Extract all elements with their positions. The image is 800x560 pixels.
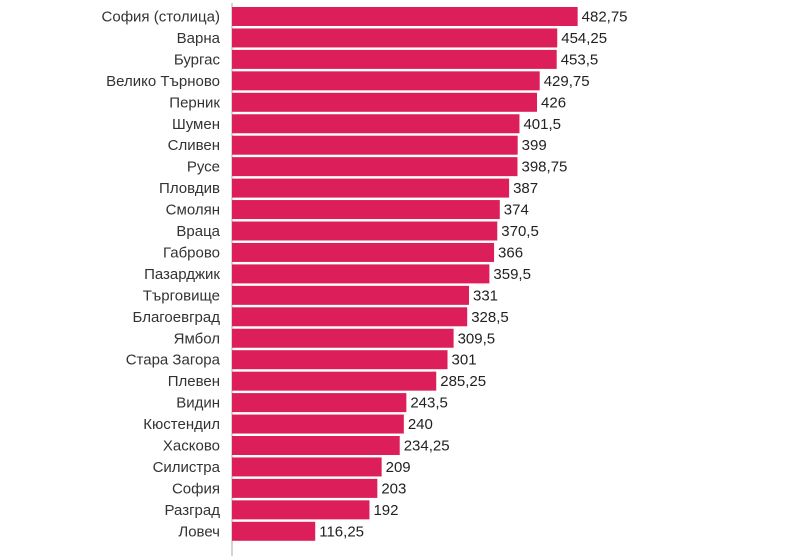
bar — [232, 157, 518, 177]
value-label: 209 — [386, 459, 411, 476]
value-label: 203 — [381, 480, 406, 497]
value-label: 116,25 — [319, 523, 364, 540]
bar — [232, 371, 437, 391]
value-label: 309,5 — [458, 330, 496, 347]
value-label: 331 — [473, 287, 498, 304]
category-label: Търговище — [143, 287, 220, 304]
category-label: Плевен — [168, 373, 220, 390]
bar — [232, 478, 378, 498]
bar — [232, 71, 540, 91]
category-label: Силистра — [153, 459, 221, 476]
value-label: 192 — [373, 502, 398, 519]
value-label: 399 — [522, 137, 547, 154]
bar — [232, 264, 490, 284]
bar — [232, 414, 404, 434]
category-labels-group: София (столица) Варна Бургас Велико Търново… — [102, 9, 221, 541]
value-label: 453,5 — [561, 51, 599, 68]
value-label: 366 — [498, 244, 523, 261]
category-label: Ямбол — [174, 330, 220, 347]
value-label: 301 — [452, 352, 477, 369]
category-label: Сливен — [168, 137, 220, 154]
value-label: 426 — [541, 94, 566, 111]
value-label: 243,5 — [410, 395, 448, 412]
value-label: 240 — [408, 416, 433, 433]
value-labels-group: 482,75 454,25 453,5 429,75 426 401,5 399 398,75… — [319, 9, 627, 541]
category-label: Шумен — [172, 116, 220, 133]
bar — [232, 178, 510, 198]
category-label: Враца — [176, 223, 220, 240]
bar — [232, 436, 400, 455]
category-label: Пазарджик — [144, 266, 220, 283]
bar — [232, 28, 558, 48]
bar — [232, 307, 468, 327]
category-label: Варна — [177, 30, 221, 47]
category-label: Перник — [169, 94, 220, 111]
value-label: 398,75 — [522, 159, 568, 176]
bar — [232, 114, 520, 134]
bar — [232, 7, 578, 26]
value-label: 359,5 — [493, 266, 531, 283]
bar — [232, 92, 538, 112]
category-label: Кюстендил — [143, 416, 220, 433]
bar — [232, 242, 495, 262]
bar — [232, 49, 557, 69]
bar — [232, 350, 448, 370]
category-label: Габрово — [163, 244, 220, 261]
value-label: 387 — [513, 180, 538, 197]
bar — [232, 457, 382, 477]
category-label: Стара Загора — [126, 352, 221, 369]
category-label: Велико Търново — [106, 73, 220, 90]
bar — [232, 521, 316, 541]
value-label: 401,5 — [523, 116, 561, 133]
category-label: Ловеч — [178, 523, 220, 540]
bars-group — [232, 7, 578, 541]
bar — [232, 221, 498, 241]
value-label: 482,75 — [582, 9, 628, 26]
category-label: Видин — [176, 395, 220, 412]
value-label: 370,5 — [501, 223, 539, 240]
category-label: София (столица) — [102, 9, 220, 26]
category-label: Благоевград — [133, 309, 221, 326]
category-label: Разград — [165, 502, 221, 519]
category-label: Хасково — [163, 438, 220, 455]
value-label: 374 — [504, 202, 529, 219]
bar — [232, 500, 370, 520]
category-label: София — [172, 480, 220, 497]
value-label: 454,25 — [561, 30, 607, 47]
category-label: Смолян — [166, 202, 220, 219]
value-label: 429,75 — [544, 73, 590, 90]
category-label: Пловдив — [159, 180, 220, 197]
bar — [232, 285, 469, 305]
value-label: 234,25 — [404, 438, 450, 455]
value-label: 285,25 — [440, 373, 486, 390]
value-label: 328,5 — [471, 309, 509, 326]
category-label: Русе — [187, 159, 220, 176]
bar — [232, 328, 454, 348]
bar — [232, 393, 407, 413]
category-label: Бургас — [174, 51, 221, 68]
bar — [232, 200, 500, 220]
bar — [232, 135, 518, 155]
